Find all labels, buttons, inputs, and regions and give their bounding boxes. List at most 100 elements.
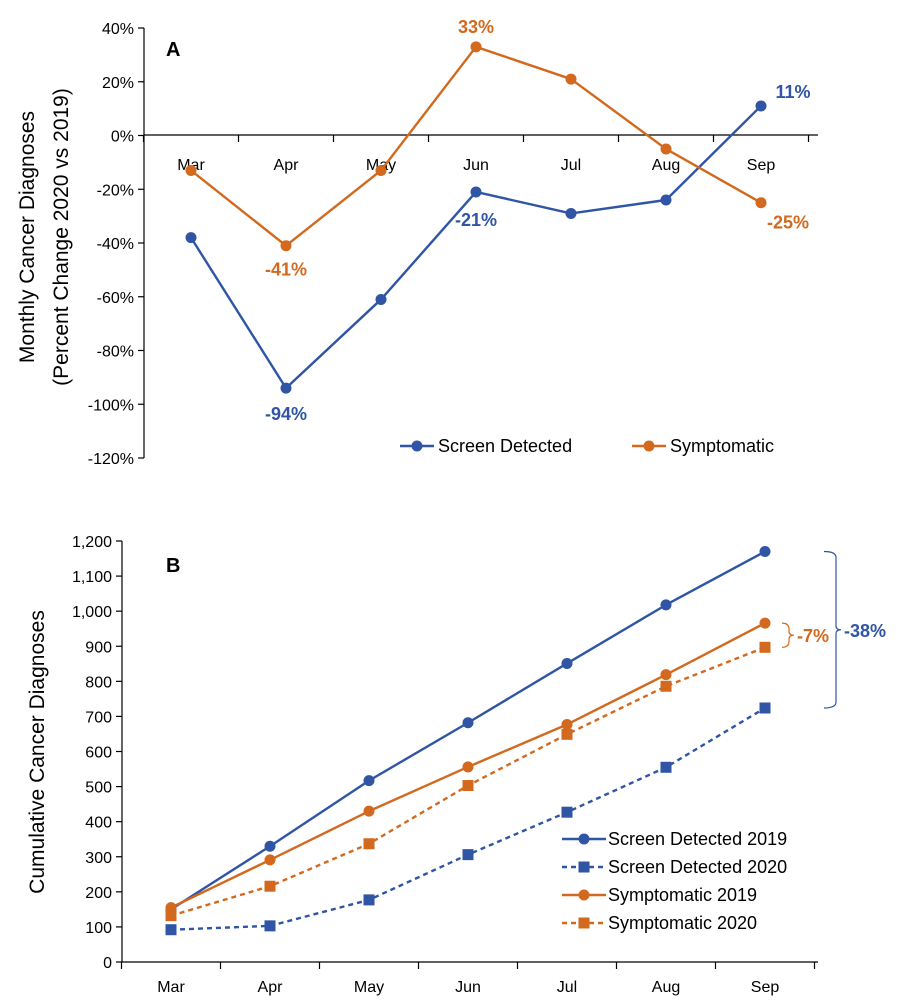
legend-marker [411, 440, 423, 452]
y-tick-label: -40% [97, 236, 134, 253]
y-tick-label: 20% [102, 75, 134, 92]
data-point [759, 702, 771, 714]
x-tick-label: Sep [747, 157, 776, 174]
data-label: -25% [767, 213, 809, 233]
y-tick-label: 1,000 [72, 604, 112, 621]
x-tick-label: Jul [561, 157, 581, 174]
data-point [462, 717, 474, 729]
legend-marker [578, 861, 590, 873]
data-point [280, 240, 292, 252]
data-point [165, 910, 177, 922]
annotation-brace [781, 622, 795, 648]
data-point [660, 194, 672, 206]
y-tick-label: 200 [85, 885, 112, 902]
data-point [363, 805, 375, 817]
x-tick-label: May [354, 979, 384, 996]
legend-marker [578, 833, 590, 845]
x-tick-label: Aug [652, 979, 680, 996]
y-tick-label: 300 [85, 850, 112, 867]
panel-label: B [166, 555, 180, 577]
series-line-screen-detected [189, 105, 762, 390]
y-tick-label: 40% [102, 21, 134, 38]
y-tick-label: -100% [88, 397, 134, 414]
x-tick-label: Jun [463, 157, 489, 174]
data-point [660, 669, 672, 681]
legend-label: Symptomatic [670, 436, 774, 456]
legend-label: Screen Detected 2020 [608, 857, 787, 877]
y-tick-label: 800 [85, 674, 112, 691]
data-point [470, 41, 482, 53]
data-label: 33% [458, 17, 494, 37]
y-tick-label: 400 [85, 815, 112, 832]
data-point [264, 880, 276, 892]
data-point [462, 761, 474, 773]
data-point [363, 775, 375, 787]
legend-label: Symptomatic 2019 [608, 885, 757, 905]
data-point [462, 849, 474, 861]
y-tick-label: 500 [85, 780, 112, 797]
y-axis-title: Cumulative Cancer Diagnoses [26, 610, 49, 894]
panel-b-chart: 0 100 200 300 400 500 600 700 800 900 1,000 1,100 1,… [26, 534, 886, 996]
y-tick-label: -120% [88, 451, 134, 468]
data-point [470, 186, 482, 198]
annotation-label: -38% [844, 621, 886, 641]
legend-label: Symptomatic 2020 [608, 913, 757, 933]
legend-label: Screen Detected [438, 436, 572, 456]
data-point [759, 641, 771, 653]
y-tick-label: -60% [97, 290, 134, 307]
y-tick-label: 0 [103, 955, 112, 972]
y-tick-label: 100 [85, 920, 112, 937]
x-tick-label: Aug [652, 157, 680, 174]
y-tick-label: 1,100 [72, 569, 112, 586]
y-axis-title: Monthly Cancer Diagnoses [16, 111, 39, 363]
annotation-label: -7% [797, 626, 829, 646]
data-label: -94% [265, 404, 307, 424]
y-tick-label: 0% [111, 129, 134, 146]
x-tick-label: Jun [455, 979, 481, 996]
data-point [264, 920, 276, 932]
data-point [660, 599, 672, 611]
data-point [660, 680, 672, 692]
data-point [375, 293, 387, 305]
legend-marker [643, 440, 655, 452]
y-tick-label: 900 [85, 639, 112, 656]
data-point [280, 382, 292, 394]
annotation-brace [823, 550, 842, 709]
legend-label: Screen Detected 2019 [608, 829, 787, 849]
data-point [185, 164, 197, 176]
x-tick-label: Jul [557, 979, 577, 996]
data-point [561, 806, 573, 818]
data-point [565, 207, 577, 219]
data-label: -21% [455, 210, 497, 230]
legend-marker [578, 889, 590, 901]
y-tick-label: 1,200 [72, 534, 112, 551]
data-point [660, 143, 672, 155]
data-point [375, 164, 387, 176]
data-label: -41% [265, 260, 307, 280]
data-label: 11% [775, 82, 810, 102]
data-point [462, 780, 474, 792]
data-point [755, 197, 767, 209]
data-point [185, 232, 197, 244]
data-point [565, 73, 577, 85]
data-point [759, 546, 771, 558]
data-point [363, 838, 375, 850]
data-point [759, 617, 771, 629]
legend-marker [578, 917, 590, 929]
data-point [755, 100, 767, 112]
data-point [561, 718, 573, 730]
data-point [264, 840, 276, 852]
data-point [660, 761, 672, 773]
data-point [165, 924, 177, 936]
x-tick-label: Apr [274, 157, 300, 174]
y-axis-title: (Percent Change 2020 vs 2019) [50, 88, 73, 386]
y-tick-label: 700 [85, 709, 112, 726]
data-point [561, 657, 573, 669]
data-point [561, 728, 573, 740]
y-tick-label: -80% [97, 344, 134, 361]
x-tick-label: Apr [258, 979, 284, 996]
panel-a-chart: 40%20%0%-20%-40%-60%-80%-100%-120%MarApr… [16, 17, 818, 468]
y-tick-label: -20% [97, 182, 134, 199]
